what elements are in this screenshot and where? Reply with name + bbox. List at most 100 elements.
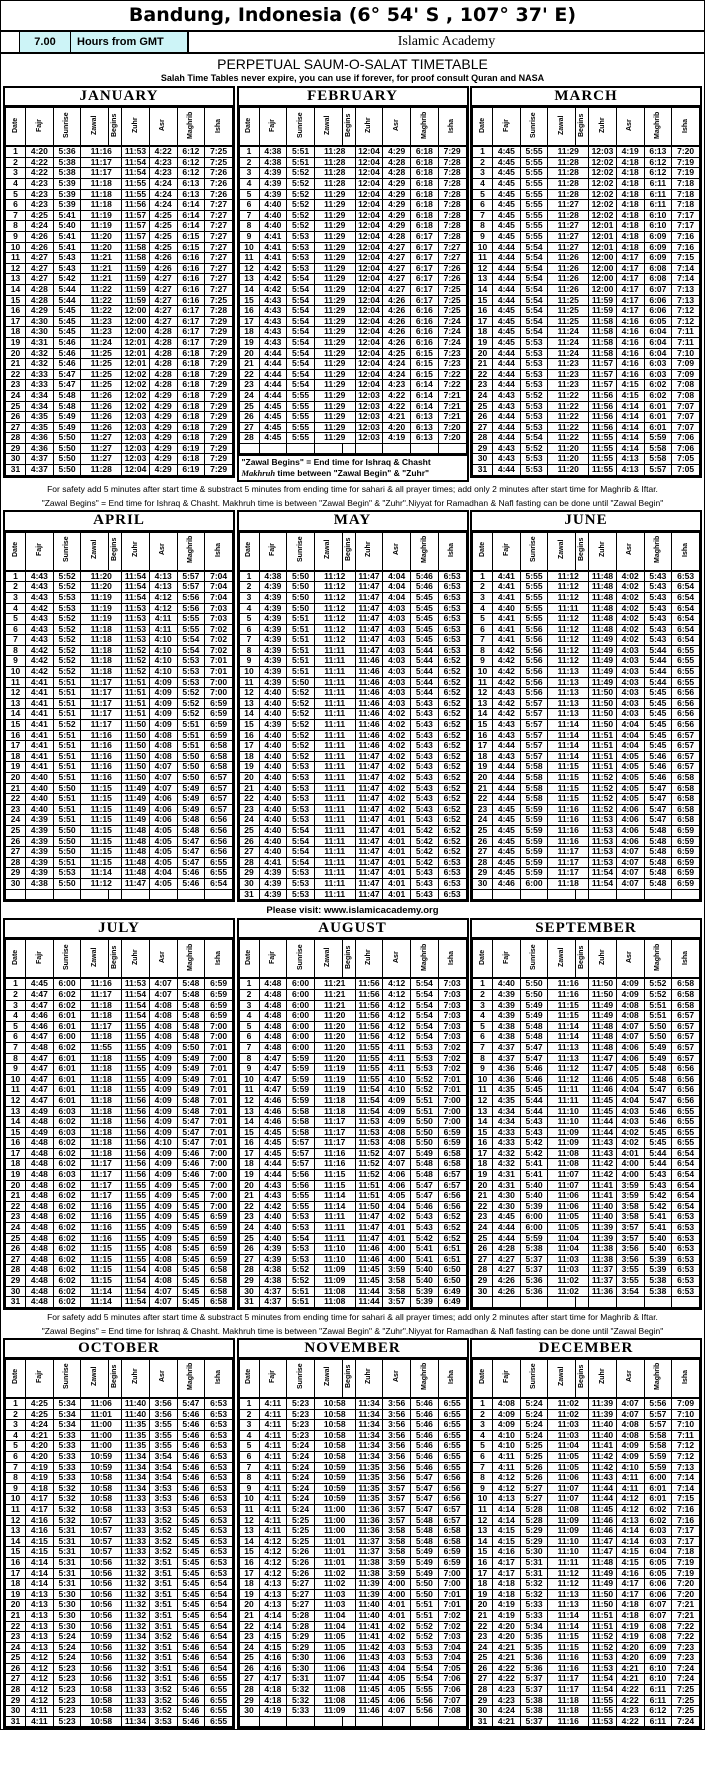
date-cell: 7 [5, 1461, 26, 1474]
sunrise-cell: 5:55 [519, 199, 549, 211]
zuhr-cell: 11:57 [588, 358, 617, 370]
zuhr-cell: 12:04 [354, 294, 384, 307]
asr-cell: 4:29 [148, 432, 178, 444]
maghrib-cell: 6:18 [176, 411, 206, 423]
zawal-begins-cell: 11:18 [80, 634, 123, 646]
maghrib-cell: 5:40 [410, 1264, 439, 1276]
table-row: 27 4:40 5:54 11:11 11:47 4:01 5:42 6:52 [238, 846, 467, 858]
zuhr-cell: 12:00 [588, 262, 617, 275]
fajr-cell: 4:15 [25, 1535, 54, 1548]
zawal-begins-cell: 11:24 [547, 347, 590, 360]
visit-url[interactable]: www.islamicacademy.org [323, 905, 439, 917]
date-cell: 26 [5, 1662, 26, 1675]
fajr-cell: 4:48 [258, 1031, 288, 1043]
zawal-begins-cell: 11:29 [313, 347, 356, 360]
zuhr-cell: 11:50 [121, 750, 150, 763]
maghrib-cell: 5:51 [410, 1609, 439, 1622]
sunrise-cell: 5:55 [519, 602, 549, 615]
sunrise-cell: 5:32 [286, 1684, 315, 1696]
zawal-begins-cell: 11:20 [80, 231, 123, 243]
zawal-begins-cell: 11:20 [313, 1052, 356, 1065]
date-cell: 28 [238, 1264, 260, 1276]
date-cell: 16 [472, 1556, 493, 1569]
asr-cell: 4:06 [615, 1041, 645, 1054]
zuhr-cell: 11:49 [588, 999, 617, 1012]
asr-cell: 4:29 [382, 145, 412, 158]
month-box-august: AUGUST Date Fajr Sunrise Zawal Begins Zuhr Asr M… [236, 918, 469, 1310]
date-cell: 19 [5, 1169, 26, 1181]
table-row: 12 4:35 5:44 11:11 11:45 4:04 5:47 6:56 [472, 1094, 700, 1107]
asr-cell: 4:13 [148, 570, 178, 583]
fajr-cell: 4:45 [492, 145, 521, 158]
zuhr-cell: 11:32 [121, 1641, 150, 1654]
table-row: 23 4:15 5:29 11:05 11:41 4:02 5:52 7:03 [238, 1631, 467, 1643]
maghrib-cell: 5:45 [176, 1567, 206, 1580]
table-row: 24 4:21 5:35 11:15 11:52 4:20 6:09 7:23 [472, 1641, 700, 1654]
table-row: 7 4:43 5:52 11:18 11:53 4:10 5:54 7:02 [5, 634, 233, 646]
maghrib-cell: 6:14 [410, 379, 439, 391]
zawal-begins-cell: 11:14 [313, 1190, 356, 1202]
table-row: 18 4:41 5:51 11:16 11:50 4:08 5:50 6:58 [5, 750, 233, 763]
zawal-begins-cell: 11:11 [313, 740, 356, 752]
table-row: 1 4:38 5:50 11:12 11:47 4:04 5:46 6:53 [238, 570, 467, 583]
sunrise-cell: 5:58 [519, 761, 549, 773]
table-row: 7 4:48 6:00 11:20 11:55 4:11 5:53 7:02 [238, 1041, 467, 1054]
column-header-date: Date [472, 1359, 493, 1400]
isha-cell: 6:55 [437, 1397, 467, 1410]
maghrib-cell: 5:42 [410, 835, 439, 848]
zawal-begins-cell: 11:16 [313, 1147, 356, 1160]
sunrise-cell: 5:54 [286, 835, 315, 848]
column-header-label: Date [11, 1369, 19, 1385]
zawal-begins-cell: 11:06 [547, 1472, 590, 1484]
fajr-cell: 4:45 [492, 835, 521, 848]
maghrib-cell: 5:44 [643, 644, 673, 657]
isha-cell: 6:56 [204, 824, 233, 837]
sunrise-cell: 5:54 [519, 315, 549, 328]
maghrib-cell: 6:02 [643, 1514, 673, 1527]
maghrib-cell: 5:49 [176, 793, 206, 805]
zawal-begins-cell: 11:26 [80, 400, 123, 413]
maghrib-cell: 6:18 [176, 379, 206, 391]
date-cell: 14 [472, 1535, 493, 1548]
sunrise-cell: 5:51 [52, 772, 82, 784]
isha-cell: 7:04 [437, 1652, 467, 1664]
table-row: 28 4:23 5:37 11:17 11:54 4:22 6:11 7:25 [472, 1684, 700, 1696]
table-row: 6 4:11 5:25 11:05 11:42 4:09 5:59 7:12 [472, 1451, 700, 1463]
table-row: 26 4:35 5:49 11:26 12:03 4:29 6:18 7:29 [5, 411, 233, 423]
table-row: 29 4:45 5:59 11:17 11:54 4:07 5:48 6:59 [472, 867, 700, 879]
asr-cell: 4:27 [148, 283, 178, 296]
zuhr-cell: 11:58 [588, 347, 617, 360]
fajr-cell: 4:12 [258, 1556, 288, 1569]
zawal-begins-cell: 11:11 [313, 761, 356, 773]
date-cell: 29 [472, 1275, 493, 1287]
sunrise-cell: 5:54 [519, 273, 549, 285]
zuhr-cell: 11:56 [354, 1031, 384, 1043]
sunrise-cell: 5:52 [286, 740, 315, 752]
fajr-cell: 4:40 [258, 209, 288, 222]
zawal-begins-cell: 11:22 [547, 400, 590, 413]
zuhr-cell: 12:02 [588, 199, 617, 211]
sunrise-cell: 5:51 [286, 156, 315, 169]
isha-cell: 6:56 [204, 814, 233, 826]
zawal-begins-cell: 11:15 [80, 1275, 123, 1287]
fajr-cell: 4:32 [25, 358, 54, 370]
sunrise-cell: 5:39 [519, 1200, 549, 1213]
zawal-begins-cell: 11:29 [313, 199, 356, 211]
fajr-cell: 4:45 [492, 336, 521, 349]
asr-cell: 4:02 [615, 613, 645, 625]
maghrib-cell: 6:06 [643, 1578, 673, 1590]
isha-cell: 6:54 [671, 1158, 700, 1171]
isha-cell: 7:19 [671, 156, 700, 169]
sunrise-cell: 5:33 [52, 1451, 82, 1463]
isha-cell: 7:27 [437, 241, 467, 254]
column-header-isha: Isha [204, 531, 233, 572]
asr-cell: 4:09 [382, 1116, 412, 1128]
maghrib-cell: 6:08 [643, 1631, 673, 1643]
zawal-begins-cell: 11:29 [313, 389, 356, 402]
zawal-begins-cell: 11:20 [80, 570, 123, 583]
sunrise-cell: 6:01 [52, 1094, 82, 1107]
isha-cell: 7:29 [437, 145, 467, 158]
table-row: 30 4:37 5:51 11:08 11:44 3:58 5:39 6:49 [238, 1285, 467, 1298]
zawal-begins-cell: 11:15 [547, 999, 590, 1012]
date-cell: 17 [472, 1147, 493, 1160]
